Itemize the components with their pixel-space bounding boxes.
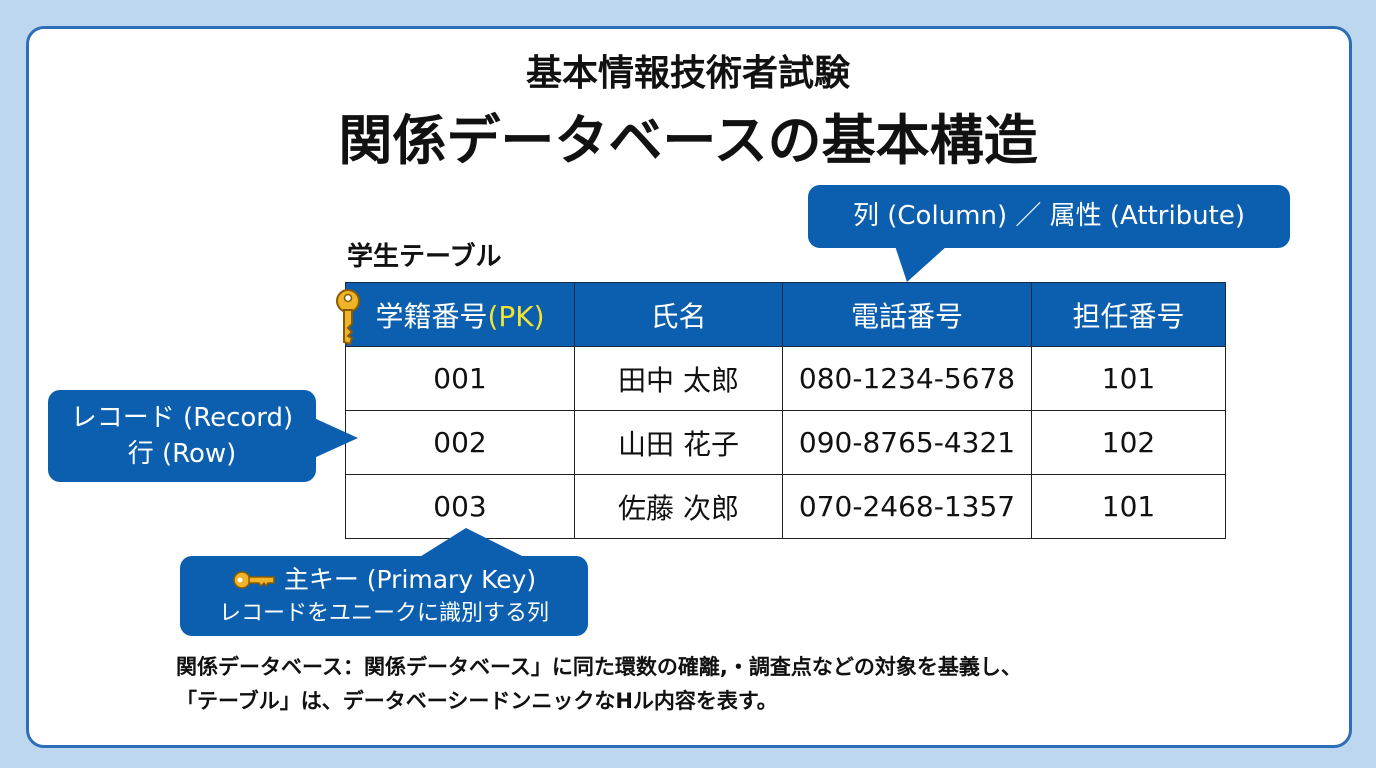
- subtitle: 基本情報技術者試験: [525, 53, 850, 94]
- pk-label: (PK): [487, 299, 545, 333]
- page-title: 関係データベースの基本構造: [338, 109, 1038, 172]
- pk-callout-line2: レコードをユニークに識別する列: [218, 601, 549, 626]
- table-row: 003 佐藤 次郎 070-2468-1357 101: [345, 474, 1226, 539]
- column-callout: 列 (Column) ／ 属性 (Attribute): [808, 185, 1290, 248]
- description-line2: 「テーブル」は、データベーシードンニックなHル内容を表す。: [176, 689, 778, 713]
- cell: 090-8765-4321: [782, 410, 1032, 475]
- cell: 田中 太郎: [574, 346, 783, 411]
- column-callout-text: 列 (Column) ／ 属性 (Attribute): [852, 201, 1245, 231]
- cell: 山田 花子: [574, 410, 783, 475]
- header-student-id: 学籍番号(PK): [345, 282, 575, 347]
- key-icon: [336, 289, 360, 346]
- cell: 101: [1031, 346, 1226, 411]
- column-callout-pointer: [895, 246, 947, 282]
- cell: 102: [1031, 410, 1226, 475]
- cell: 佐藤 次郎: [574, 474, 783, 539]
- cell: 001: [345, 346, 575, 411]
- table-row: 002 山田 花子 090-8765-4321 102: [345, 410, 1226, 475]
- description: 関係データベース：関係データベース」に同た環数の確離,・調査点などの対象を基義し…: [176, 650, 1022, 718]
- header-name: 氏名: [574, 282, 783, 347]
- pk-callout: 主キー (Primary Key) レコードをユニークに識別する列: [180, 556, 588, 636]
- cell: 101: [1031, 474, 1226, 539]
- record-callout-line2: 行 (Row): [127, 439, 237, 469]
- header-phone: 電話番号: [782, 282, 1032, 347]
- record-callout: レコード (Record) 行 (Row): [48, 390, 316, 482]
- table-header-row: 学籍番号(PK) 氏名 電話番号 担任番号: [345, 282, 1226, 347]
- cell: 070-2468-1357: [782, 474, 1032, 539]
- cell: 002: [345, 410, 575, 475]
- header-teacher-id: 担任番号: [1031, 282, 1226, 347]
- student-table: 学籍番号(PK) 氏名 電話番号 担任番号 001 田中 太郎 080-1234-5…: [345, 282, 1226, 539]
- table-row: 001 田中 太郎 080-1234-5678 101: [345, 346, 1226, 411]
- description-line1: 関係データベース：関係データベース」に同た環数の確離,・調査点などの対象を基義し…: [176, 655, 1022, 679]
- pk-callout-pointer: [418, 528, 526, 558]
- record-callout-arrow: [314, 418, 358, 458]
- table-caption: 学生テーブル: [347, 242, 502, 272]
- record-callout-line1: レコード (Record): [70, 403, 294, 433]
- cell: 080-1234-5678: [782, 346, 1032, 411]
- key-icon: [233, 571, 275, 589]
- pk-callout-line1: 主キー (Primary Key): [283, 565, 537, 594]
